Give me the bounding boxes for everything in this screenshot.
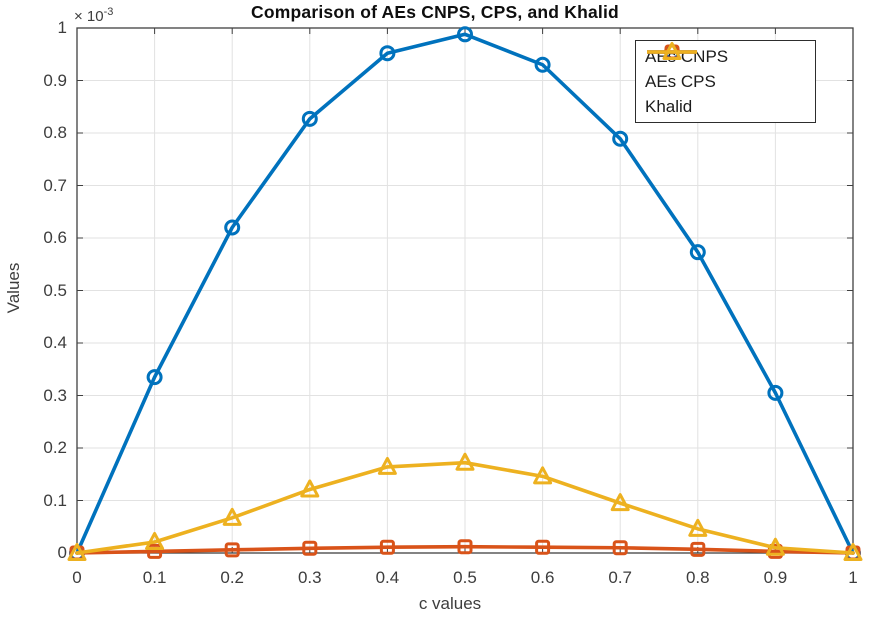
legend-label: Khalid — [645, 96, 693, 116]
square-marker-icon — [379, 539, 395, 555]
y-tick-label: 0.4 — [43, 333, 67, 352]
exponent-value: -3 — [103, 6, 114, 18]
y-tick-label: 0.5 — [43, 280, 67, 300]
x-tick-label: 0.2 — [220, 568, 245, 587]
x-tick-label: 0.1 — [142, 568, 167, 587]
circle-marker-icon — [767, 384, 784, 401]
x-tick-label: 0 — [72, 568, 82, 587]
legend-item-aes-cps[interactable]: AEs CPS — [636, 44, 815, 94]
triangle-marker-icon — [662, 42, 682, 60]
y-tick-label: 0.2 — [43, 438, 67, 457]
circle-marker-icon — [301, 110, 318, 127]
series-line-aes-cnps — [75, 32, 855, 555]
x-tick-label: 0.6 — [530, 568, 555, 587]
y-tick-label: 0.7 — [43, 175, 67, 195]
x-tick-label: 0.8 — [685, 568, 710, 587]
triangle-marker-icon — [533, 466, 553, 485]
x-tick-label: 1 — [848, 568, 858, 587]
y-tick-label: 0.8 — [43, 123, 67, 142]
x-tick-label: 0.7 — [608, 568, 633, 587]
circle-marker-icon — [224, 219, 241, 236]
x-tick-label: 0.5 — [453, 568, 477, 587]
triangle-marker-icon — [377, 456, 397, 475]
circle-marker-icon — [689, 244, 706, 261]
circle-marker-icon — [534, 56, 551, 73]
series-line-khalid — [75, 460, 855, 555]
x-tick-label: 0.4 — [375, 568, 400, 587]
triangle-marker-icon — [765, 537, 785, 556]
legend-item-khalid[interactable]: Khalid — [636, 42, 815, 119]
circle-marker-icon — [146, 369, 163, 386]
y-tick-label: 0.6 — [43, 228, 67, 247]
y-tick-label: 0.9 — [43, 70, 67, 90]
x-tick-label: 0.3 — [297, 568, 322, 587]
circle-marker-icon — [612, 130, 629, 147]
square-marker-icon — [535, 539, 551, 555]
series-line-aes-cps — [75, 544, 855, 555]
y-tick-label: 0.1 — [43, 490, 67, 510]
triangle-marker-icon — [688, 518, 708, 537]
square-marker-icon — [457, 539, 473, 555]
legend-sample-triangle-icon — [647, 42, 697, 60]
y-tick-label: 1 — [57, 18, 67, 37]
square-marker-icon — [302, 540, 318, 556]
triangle-marker-icon — [455, 452, 475, 471]
legend: AEs CNPS AEs CPS Khalid — [635, 40, 816, 123]
y-tick-label: 0 — [57, 543, 67, 562]
circle-marker-icon — [379, 45, 396, 62]
x-tick-label: 0.9 — [763, 568, 788, 587]
triangle-marker-icon — [843, 543, 863, 561]
x-axis-label: c values — [418, 594, 482, 613]
triangle-marker-icon — [67, 543, 87, 561]
square-marker-icon — [612, 540, 628, 556]
square-marker-icon — [224, 542, 240, 558]
triangle-marker-icon — [145, 531, 165, 550]
chart-title: Comparison of AEs CNPS, CPS, and Khalid — [251, 2, 619, 22]
triangle-marker-icon — [610, 493, 630, 512]
triangle-marker-icon — [300, 479, 320, 498]
exponent-prefix: × 10 — [74, 8, 104, 25]
triangle-marker-icon — [222, 507, 242, 526]
y-tick-label: 0.3 — [43, 385, 67, 405]
square-marker-icon — [147, 543, 163, 559]
circle-marker-icon — [457, 26, 473, 43]
square-marker-icon — [690, 541, 706, 557]
y-axis-exponent-label: × 10-3 — [74, 6, 113, 25]
legend-label: AEs CPS — [645, 71, 716, 91]
